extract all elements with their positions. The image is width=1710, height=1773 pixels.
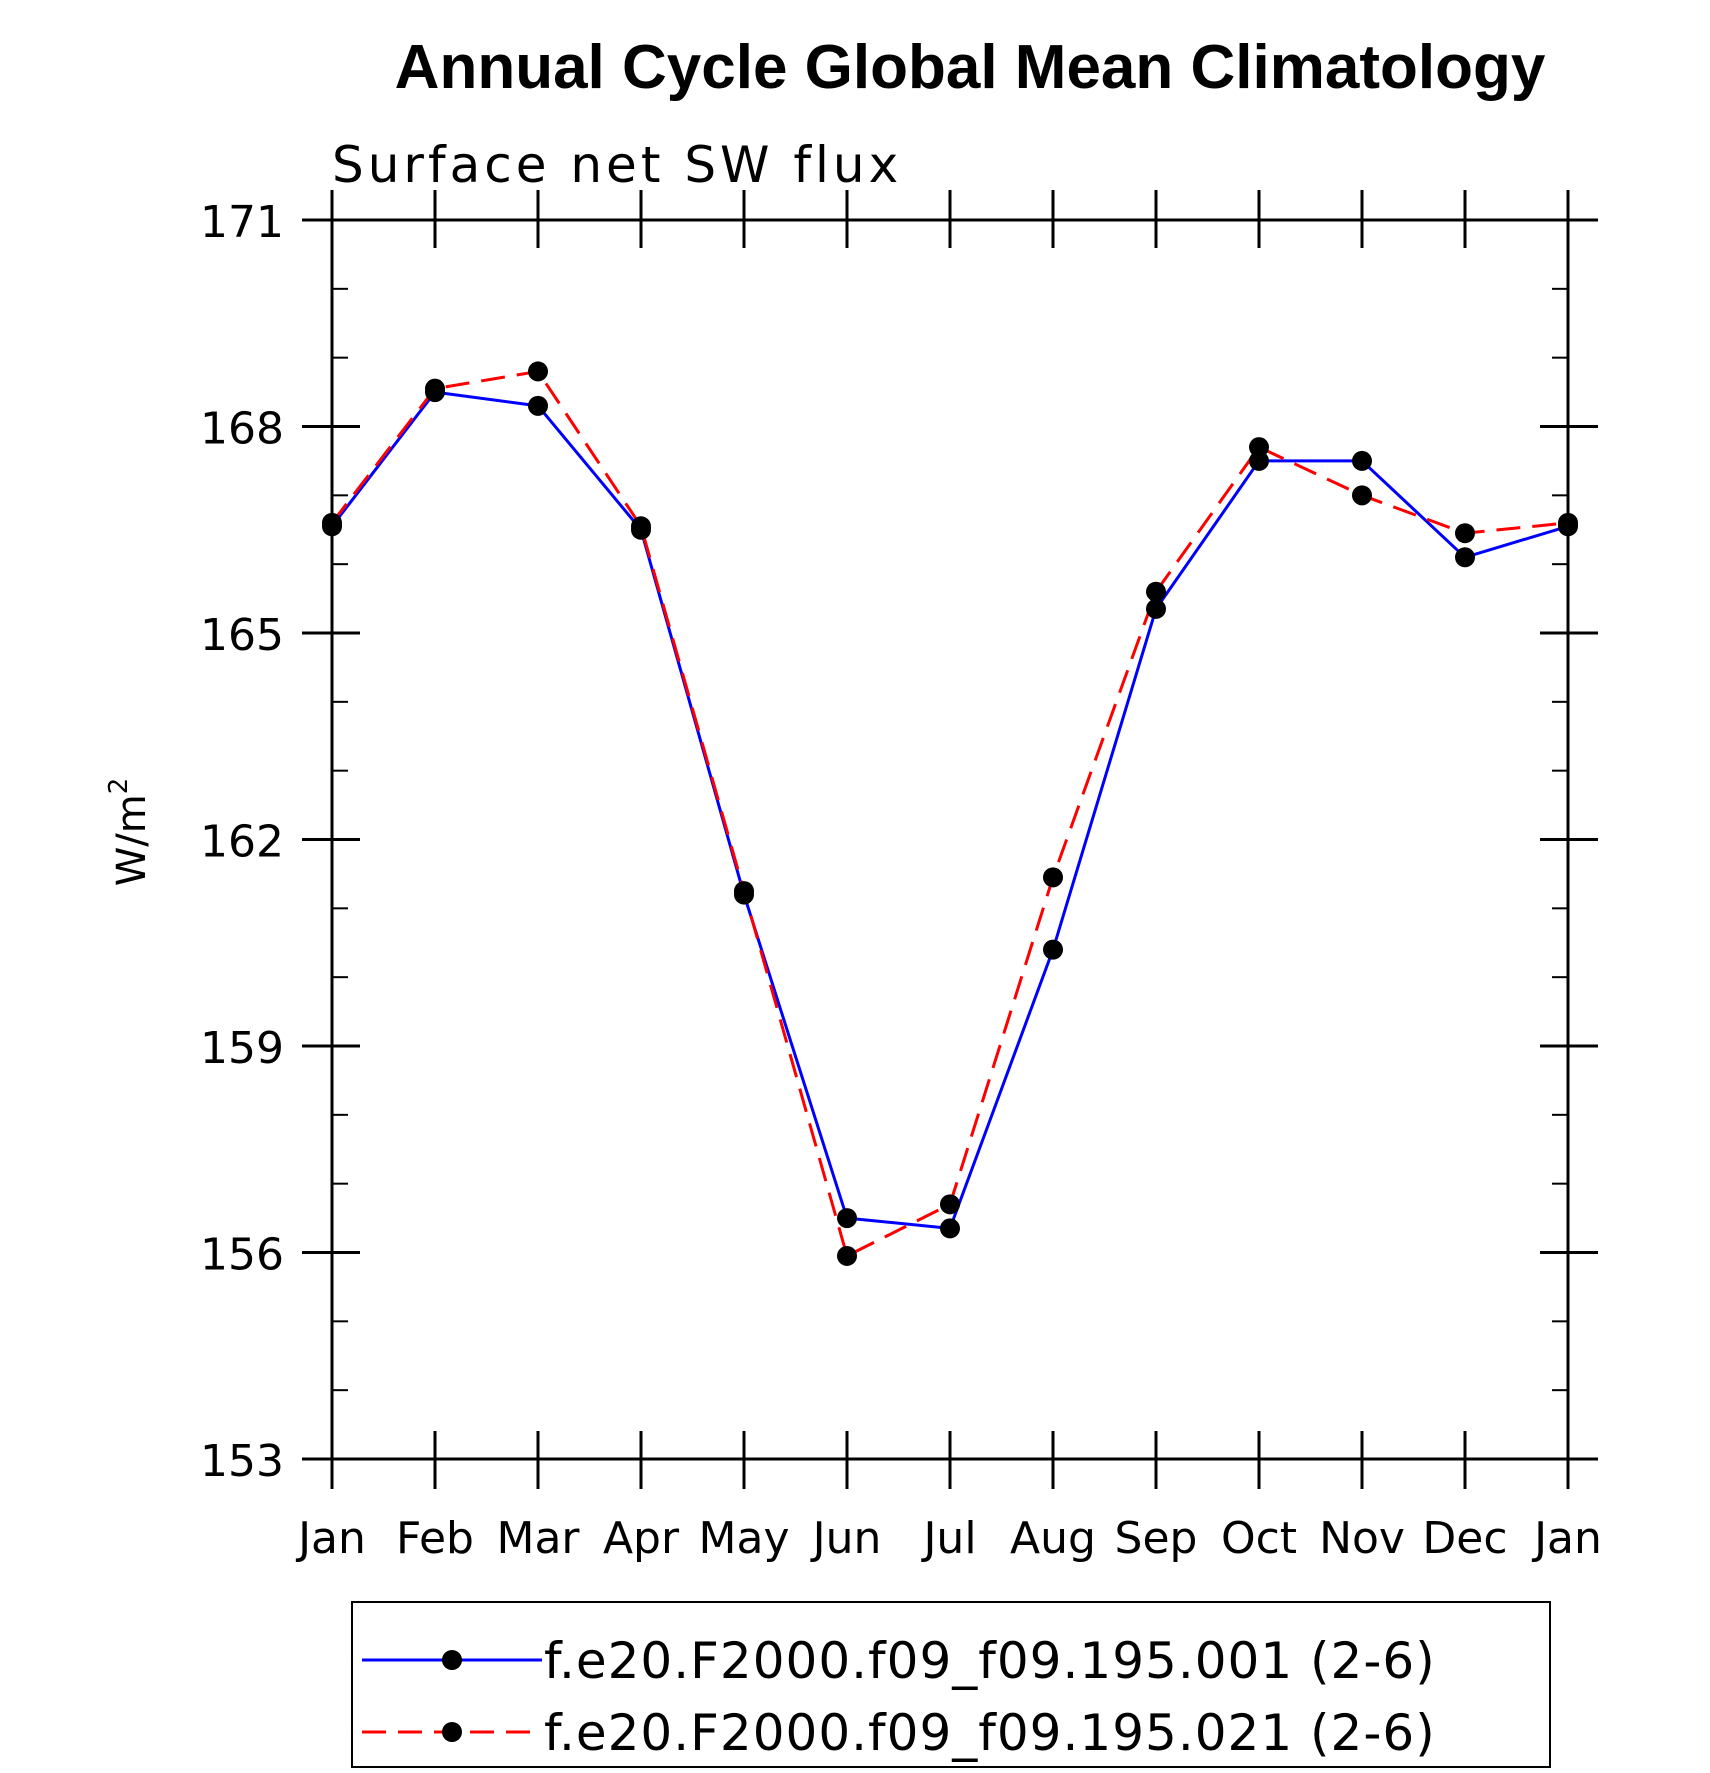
- series-1-point: [1249, 450, 1269, 471]
- x-tick-label: Jan: [295, 1513, 366, 1564]
- series-2-point: [425, 378, 445, 399]
- y-tick-label: 171: [200, 197, 284, 248]
- series-layer: [330, 369, 1569, 1258]
- legend-swatch-marker-2: [442, 1722, 462, 1742]
- series-2-point: [837, 1245, 857, 1266]
- y-tick-label: 159: [200, 1023, 284, 1074]
- chart-subtitle: Surface net SW flux: [332, 136, 902, 194]
- series-2-point: [1043, 867, 1063, 888]
- x-tick-label: May: [699, 1513, 790, 1564]
- series-2-point: [631, 516, 651, 537]
- series-2-point: [322, 512, 342, 533]
- y-tick-label: 162: [200, 817, 284, 868]
- svg-text:W/m2: W/m2: [104, 778, 155, 887]
- series-2-point: [528, 361, 548, 382]
- series-2-point: [734, 881, 754, 902]
- markers-layer: [322, 361, 1578, 1266]
- x-tick-label: Feb: [396, 1513, 474, 1564]
- series-1-point: [1146, 598, 1166, 619]
- x-tick-label: Sep: [1115, 1513, 1198, 1564]
- series-1-point: [1352, 450, 1372, 471]
- series-1-point: [1043, 939, 1063, 960]
- legend: f.e20.F2000.f09_f09.195.001 (2-6) f.e20.F…: [351, 1601, 1551, 1768]
- plot-frame: [330, 218, 1570, 1461]
- series-line-2: [330, 369, 1569, 1258]
- series-1-point: [837, 1208, 857, 1229]
- y-axis-label-text: W/m: [109, 794, 155, 886]
- series-1-point: [1455, 547, 1475, 568]
- x-tick-label: Nov: [1319, 1513, 1405, 1564]
- x-tick-label: Jun: [810, 1513, 882, 1564]
- chart-title: Annual Cycle Global Mean Climatology: [395, 33, 1546, 102]
- x-tick-label: Dec: [1422, 1513, 1507, 1564]
- x-tick-label: Mar: [496, 1513, 580, 1564]
- y-axis-label-superscript: 2: [104, 778, 134, 795]
- series-2-point: [1455, 523, 1475, 544]
- y-axis-label: W/m2: [104, 778, 155, 887]
- series-2-point: [1146, 581, 1166, 602]
- series-2-point: [1352, 485, 1372, 506]
- x-tick-label: Jul: [920, 1513, 976, 1564]
- x-tick-label: Aug: [1010, 1513, 1096, 1564]
- legend-swatch-marker-1: [442, 1650, 462, 1670]
- x-tick-label: Oct: [1221, 1513, 1297, 1564]
- x-tick-label: Apr: [603, 1513, 680, 1564]
- y-tick-label: 156: [200, 1230, 284, 1281]
- legend-entry-1: f.e20.F2000.f09_f09.195.001 (2-6): [544, 1632, 1436, 1690]
- series-2-point: [1558, 512, 1578, 533]
- legend-box: [351, 1601, 1551, 1768]
- series-line-1: [330, 390, 1569, 1230]
- legend-entry-2: f.e20.F2000.f09_f09.195.021 (2-6): [544, 1704, 1436, 1762]
- y-tick-label: 153: [200, 1436, 284, 1487]
- series-2-point: [1249, 437, 1269, 458]
- series-1-point: [528, 395, 548, 416]
- y-tick-label: 168: [200, 404, 284, 455]
- x-tick-label: Jan: [1531, 1513, 1602, 1564]
- axes: Jan Feb Mar Apr May Jun Jul Aug Sep Oct Nov Dec Jan1…: [200, 190, 1602, 1564]
- y-tick-label: 165: [200, 610, 284, 661]
- series-1-point: [940, 1218, 960, 1239]
- series-2-point: [940, 1194, 960, 1215]
